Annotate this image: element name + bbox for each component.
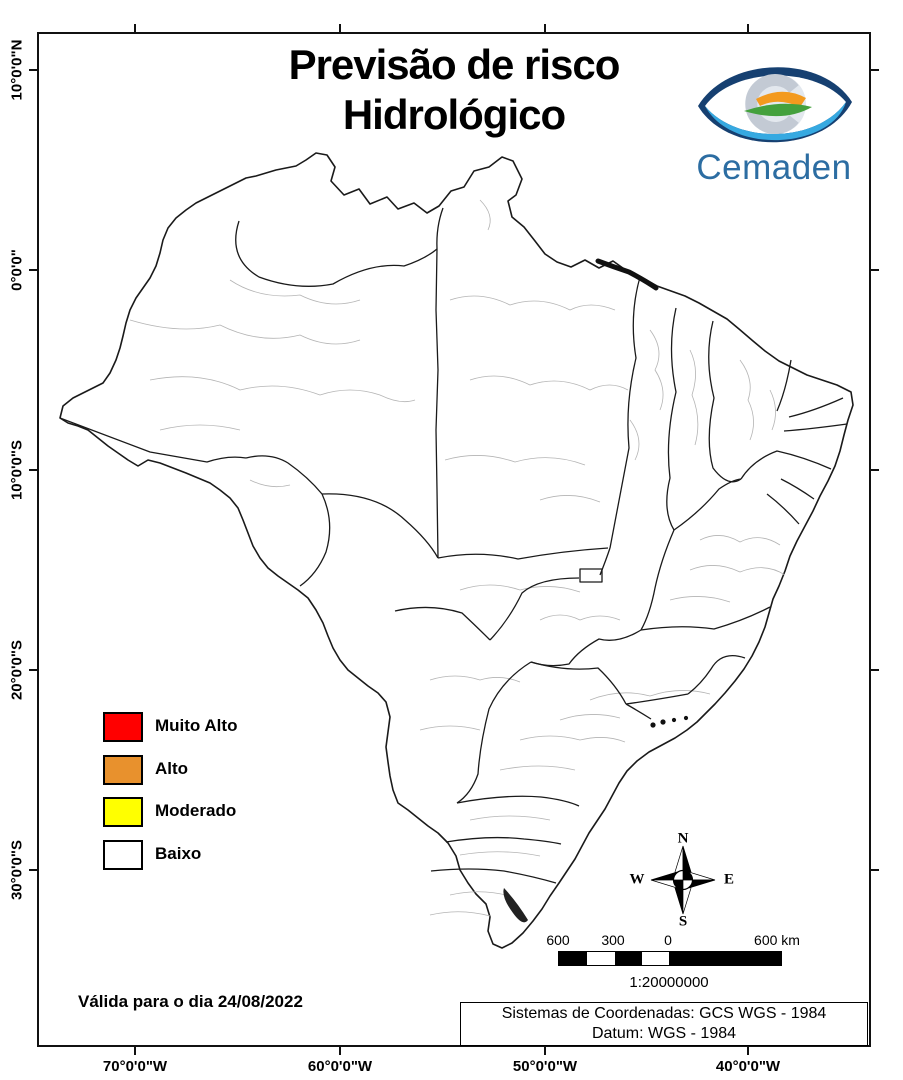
- municipality-boundaries: [129, 199, 786, 917]
- baixo-swatch: [103, 840, 143, 870]
- validity-date: Válida para o dia 24/08/2022: [78, 992, 303, 1011]
- lat-label-0: 0°0'0": [8, 249, 26, 291]
- compass-south-label: S: [678, 913, 688, 930]
- compass-west-label: W: [629, 871, 645, 888]
- compass-rose: [650, 845, 716, 915]
- baixo-label: Baixo: [155, 844, 202, 863]
- lat-label-10s: 10°0'0"S: [8, 439, 26, 501]
- moderado-label: Moderado: [155, 801, 237, 820]
- compass-east-label: E: [723, 871, 735, 888]
- alto-label: Alto: [155, 759, 189, 778]
- lon-label-60w: 60°0'0"W: [307, 1058, 373, 1075]
- lon-label-50w: 50°0'0"W: [512, 1058, 578, 1075]
- scale-ratio: 1:20000000: [629, 974, 709, 991]
- scale-segment: [615, 952, 642, 965]
- lon-label-70w: 70°0'0"W: [102, 1058, 168, 1075]
- scale-bar: [558, 951, 782, 966]
- coordinate-system-box: Sistemas de Coordenadas: GCS WGS - 1984 …: [460, 1002, 868, 1046]
- title-line-2: Hidrológico: [342, 91, 566, 138]
- title-line-1: Previsão de risco: [288, 41, 621, 88]
- state-boundaries: [59, 207, 848, 884]
- cemaden-wordmark: Cemaden: [696, 148, 852, 187]
- alto-swatch: [103, 755, 143, 785]
- cemaden-logo: Cemaden: [684, 48, 864, 193]
- lat-label-10n: 10°0'0"N: [8, 39, 26, 101]
- scale-label-600-km: 600 km: [754, 932, 800, 948]
- scale-label-0: 0: [664, 932, 672, 948]
- page-title: Previsão de risco Hidrológico: [38, 40, 870, 140]
- scale-label-600-left: 600: [546, 932, 570, 948]
- moderado-swatch: [103, 797, 143, 827]
- scale-segment: [642, 952, 669, 965]
- lat-label-20s: 20°0'0"S: [8, 639, 26, 701]
- datum-line: Datum: WGS - 1984: [591, 1025, 737, 1042]
- coordinate-system-line: Sistemas de Coordenadas: GCS WGS - 1984: [501, 1005, 827, 1022]
- scale-segment: [587, 952, 615, 965]
- lat-label-30s: 30°0'0"S: [8, 839, 26, 901]
- scale-segment: [669, 952, 781, 965]
- muito-alto-swatch: [103, 712, 143, 742]
- cemaden-eye-icon: [698, 67, 852, 143]
- coastline-highlight: [503, 258, 689, 923]
- muito-alto-label: Muito Alto: [155, 716, 238, 735]
- scale-segment: [559, 952, 587, 965]
- lon-label-40w: 40°0'0"W: [715, 1058, 781, 1075]
- scale-label-300: 300: [601, 932, 625, 948]
- graticule-ticks: [29, 24, 879, 1055]
- compass-north-label: N: [677, 830, 689, 847]
